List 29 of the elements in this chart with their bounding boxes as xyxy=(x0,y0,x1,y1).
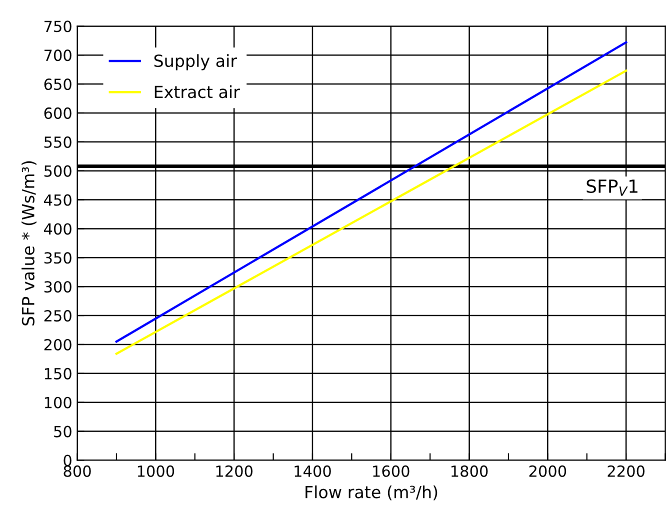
y-tick-label: 150 xyxy=(44,368,72,380)
x-tick-label: 1800 xyxy=(452,465,488,477)
x-tick-label: 1200 xyxy=(216,465,253,477)
legend-label: Extract air xyxy=(154,85,240,98)
legend-label: Supply air xyxy=(154,54,238,70)
x-tick-label: 1000 xyxy=(138,465,174,477)
y-tick-label: 200 xyxy=(44,338,72,351)
x-tick-label: 2000 xyxy=(529,465,566,477)
y-tick-label: 0 xyxy=(64,454,72,466)
y-tick-label: 300 xyxy=(44,281,72,293)
y-tick-label: 500 xyxy=(44,165,72,177)
y-axis-title: SFP value * (Ws/m³) xyxy=(22,161,36,326)
x-axis-title: Flow rate (m³/h) xyxy=(306,485,438,500)
y-tick-label: 600 xyxy=(44,107,72,119)
ref-line-label: SFP$_{V}$1 xyxy=(586,179,638,196)
y-tick-label: 100 xyxy=(44,396,72,408)
x-tick-label: 2200 xyxy=(608,465,645,477)
y-tick-label: 350 xyxy=(44,252,72,264)
y-tick-label: 700 xyxy=(44,50,72,62)
x-tick-label: 1600 xyxy=(373,465,410,477)
y-tick-label: 400 xyxy=(44,223,72,235)
y-tick-label: 450 xyxy=(44,194,72,206)
y-tick-label: 750 xyxy=(44,20,72,32)
x-tick-label: 800 xyxy=(64,465,91,477)
y-tick-label: 250 xyxy=(44,310,72,322)
x-tick-label: 1400 xyxy=(294,465,331,477)
y-tick-label: 550 xyxy=(44,136,72,148)
y-tick-label: 50 xyxy=(54,426,72,438)
y-tick-label: 650 xyxy=(44,78,72,90)
